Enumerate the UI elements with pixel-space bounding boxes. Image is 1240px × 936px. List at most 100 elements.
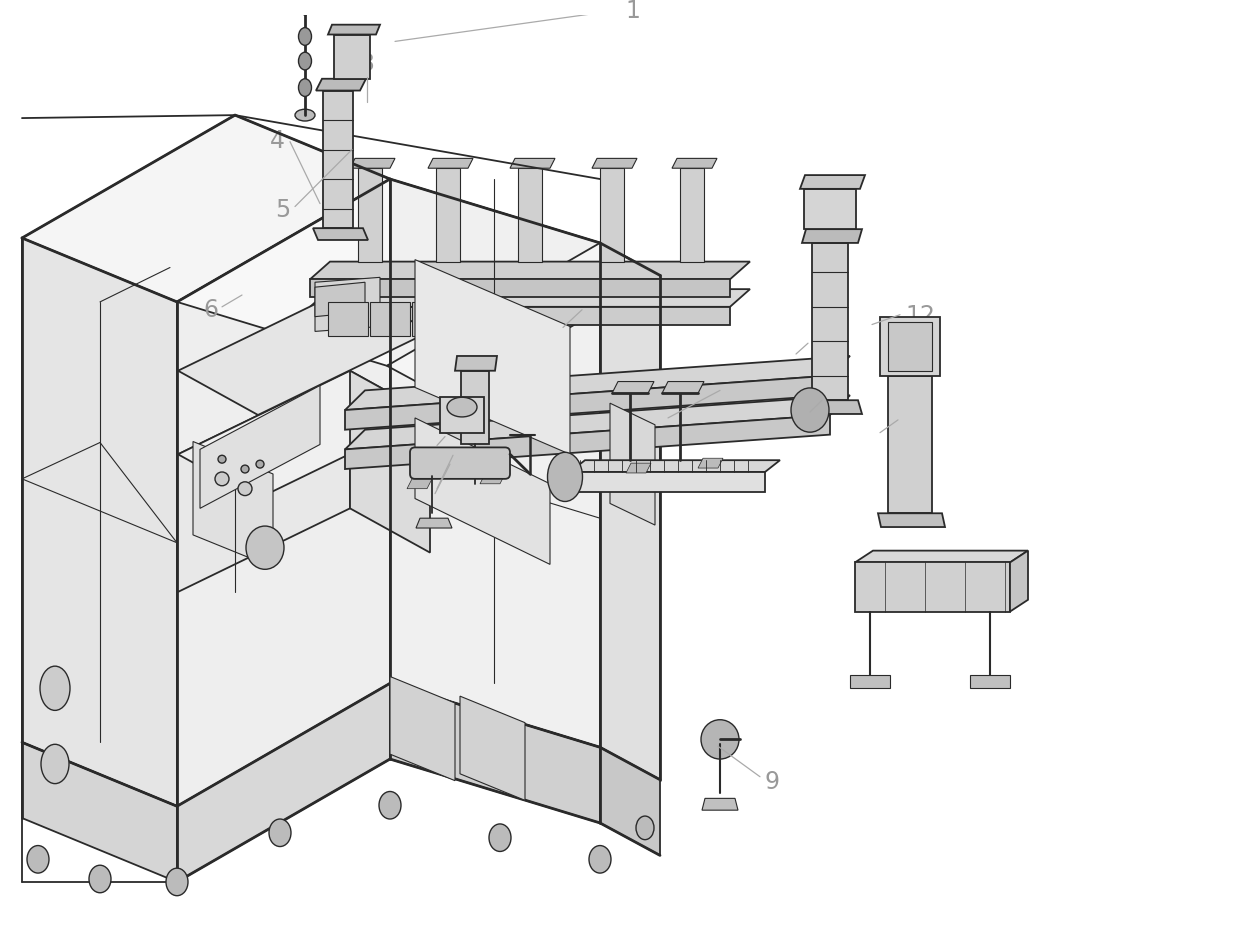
Polygon shape xyxy=(179,288,430,416)
Polygon shape xyxy=(200,386,320,509)
Polygon shape xyxy=(600,169,624,262)
Polygon shape xyxy=(391,683,600,823)
Polygon shape xyxy=(880,317,940,376)
Text: 6: 6 xyxy=(203,298,218,321)
Ellipse shape xyxy=(295,110,315,122)
Polygon shape xyxy=(350,372,430,553)
Polygon shape xyxy=(480,475,505,484)
Polygon shape xyxy=(800,176,866,190)
Ellipse shape xyxy=(241,465,249,474)
Polygon shape xyxy=(888,376,932,514)
Polygon shape xyxy=(518,169,542,262)
Polygon shape xyxy=(345,396,849,450)
Polygon shape xyxy=(680,169,704,262)
Text: 7: 7 xyxy=(418,469,433,493)
Polygon shape xyxy=(698,459,723,469)
Ellipse shape xyxy=(218,456,226,463)
Polygon shape xyxy=(193,442,273,568)
Polygon shape xyxy=(334,36,370,80)
Polygon shape xyxy=(412,302,453,337)
Ellipse shape xyxy=(791,388,830,432)
Text: 2: 2 xyxy=(725,379,740,403)
Polygon shape xyxy=(436,169,460,262)
Text: 5: 5 xyxy=(275,197,290,221)
Text: 4: 4 xyxy=(825,388,839,413)
Polygon shape xyxy=(345,376,830,431)
Polygon shape xyxy=(662,382,704,394)
Polygon shape xyxy=(878,514,945,528)
Polygon shape xyxy=(387,243,660,399)
Text: 11: 11 xyxy=(528,332,558,356)
Ellipse shape xyxy=(238,482,252,496)
Ellipse shape xyxy=(255,461,264,469)
Polygon shape xyxy=(22,239,177,807)
Polygon shape xyxy=(553,470,578,479)
Polygon shape xyxy=(510,159,556,169)
Ellipse shape xyxy=(489,824,511,852)
Polygon shape xyxy=(177,180,600,366)
Polygon shape xyxy=(370,302,410,337)
Polygon shape xyxy=(345,416,830,470)
Polygon shape xyxy=(702,798,738,811)
Polygon shape xyxy=(315,283,365,317)
Polygon shape xyxy=(626,463,651,474)
Polygon shape xyxy=(802,230,862,243)
Ellipse shape xyxy=(215,473,229,486)
Polygon shape xyxy=(391,677,455,781)
Polygon shape xyxy=(22,742,177,882)
Polygon shape xyxy=(358,169,382,262)
Ellipse shape xyxy=(89,865,112,893)
Polygon shape xyxy=(672,159,717,169)
Polygon shape xyxy=(415,418,551,564)
Polygon shape xyxy=(407,479,432,490)
Polygon shape xyxy=(316,80,366,92)
Polygon shape xyxy=(177,180,391,807)
Polygon shape xyxy=(428,159,472,169)
Polygon shape xyxy=(391,180,600,748)
Ellipse shape xyxy=(636,816,653,840)
Polygon shape xyxy=(179,372,350,592)
Ellipse shape xyxy=(246,526,284,570)
Text: 4: 4 xyxy=(270,128,285,153)
Ellipse shape xyxy=(40,666,69,710)
Polygon shape xyxy=(849,676,890,689)
Polygon shape xyxy=(461,372,489,445)
Text: 1: 1 xyxy=(625,0,640,22)
Polygon shape xyxy=(600,748,660,856)
Polygon shape xyxy=(345,357,849,411)
Polygon shape xyxy=(600,243,660,780)
Ellipse shape xyxy=(299,29,311,46)
Text: 8: 8 xyxy=(418,450,433,474)
Polygon shape xyxy=(322,92,353,229)
Polygon shape xyxy=(329,302,368,337)
Polygon shape xyxy=(415,260,570,455)
Ellipse shape xyxy=(589,845,611,873)
Polygon shape xyxy=(312,229,368,241)
Polygon shape xyxy=(570,461,780,473)
Polygon shape xyxy=(802,401,862,415)
Polygon shape xyxy=(415,519,453,529)
Ellipse shape xyxy=(701,720,739,759)
Polygon shape xyxy=(310,262,750,280)
Text: 9: 9 xyxy=(765,768,780,793)
Ellipse shape xyxy=(269,819,291,847)
FancyBboxPatch shape xyxy=(410,448,510,479)
Ellipse shape xyxy=(299,80,311,97)
Polygon shape xyxy=(310,308,730,325)
Polygon shape xyxy=(310,280,730,298)
Polygon shape xyxy=(856,563,1011,612)
Text: 3: 3 xyxy=(360,51,374,76)
Polygon shape xyxy=(440,398,484,433)
Bar xyxy=(888,322,932,372)
Polygon shape xyxy=(315,278,379,332)
Ellipse shape xyxy=(379,792,401,819)
Polygon shape xyxy=(329,25,379,36)
Polygon shape xyxy=(591,159,637,169)
Polygon shape xyxy=(177,683,391,882)
Text: 10: 10 xyxy=(401,473,430,497)
Polygon shape xyxy=(350,159,396,169)
Polygon shape xyxy=(1011,551,1028,612)
Ellipse shape xyxy=(548,453,583,502)
Ellipse shape xyxy=(299,53,311,71)
Polygon shape xyxy=(570,473,765,492)
